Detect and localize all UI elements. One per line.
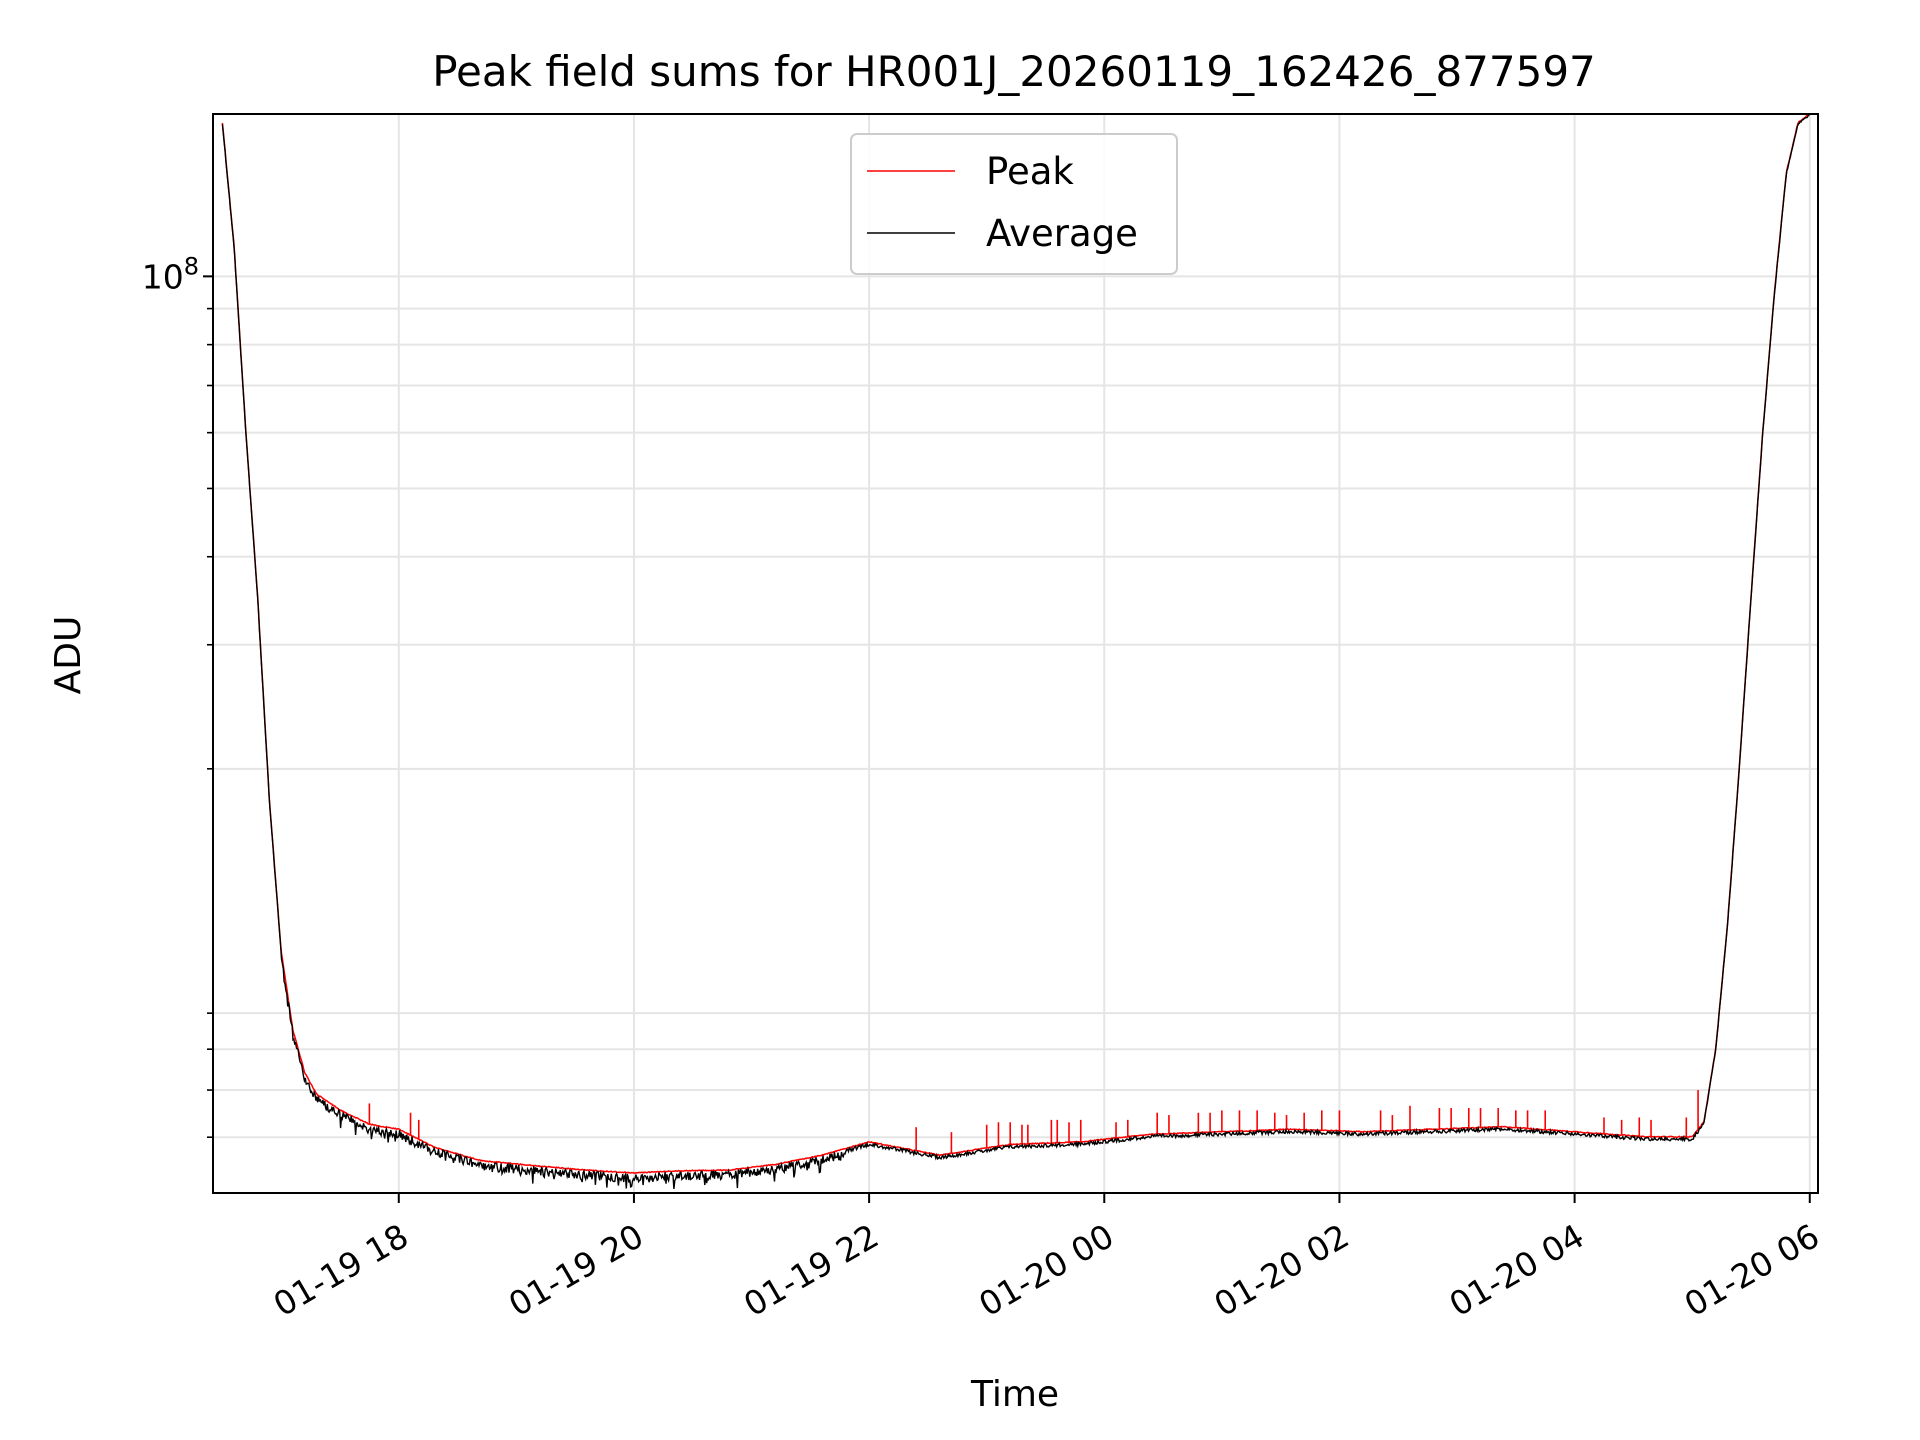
y-axis-label: ADU — [48, 616, 89, 695]
x-axis-label: Time — [970, 1374, 1059, 1415]
chart-title: Peak field sums for HR001J_20260119_1624… — [432, 47, 1596, 96]
legend: Peak Average — [850, 133, 1178, 275]
y-axis: 108 — [142, 252, 213, 1139]
series-layer — [221, 114, 1811, 1189]
series-average-line — [221, 114, 1811, 1189]
legend-average-label: Average — [986, 212, 1138, 255]
y-tick-label: 108 — [142, 252, 199, 296]
plot-frame — [212, 113, 1819, 1194]
legend-peak-label: Peak — [986, 150, 1074, 193]
grid — [213, 114, 1818, 1193]
legend-box — [850, 133, 1178, 275]
